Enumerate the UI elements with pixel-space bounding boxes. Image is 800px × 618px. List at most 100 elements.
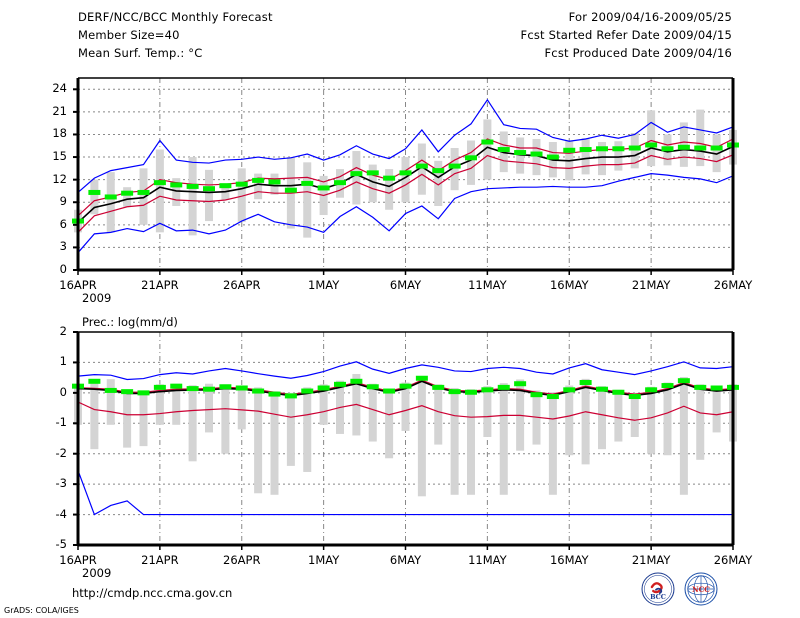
xtick-label: 26APR xyxy=(223,278,261,292)
ensemble-spread-bar xyxy=(581,378,590,465)
ensemble-spread-bar xyxy=(90,380,99,450)
ensemble-spread-bar xyxy=(696,109,705,167)
ensemble-spread-bar xyxy=(548,392,557,495)
ensemble-spread-bar xyxy=(172,383,181,425)
series-ensemble-max xyxy=(77,361,734,381)
ytick-label: 6 xyxy=(59,216,67,231)
precipitation-forecast xyxy=(72,331,739,550)
ensemble-spread-bar xyxy=(303,162,312,238)
ensemble-spread-bar xyxy=(123,389,132,448)
ensemble-spread-bar xyxy=(385,169,394,210)
ensemble-spread-bar xyxy=(106,379,115,425)
ytick-label: 3 xyxy=(59,239,67,254)
ensemble-spread-bar xyxy=(401,382,410,431)
xtick-label: 16APR xyxy=(59,278,97,292)
ytick-label: 0 xyxy=(59,262,67,276)
xtick-label: 21MAY xyxy=(631,553,671,567)
xtick-label: 21APR xyxy=(141,553,179,567)
ensemble-spread-bar xyxy=(630,392,639,437)
ytick-label: 12 xyxy=(52,171,67,186)
ensemble-spread-bar xyxy=(483,386,492,437)
ensemble-spread-bar xyxy=(106,172,115,233)
ytick-label: 2 xyxy=(59,324,67,338)
ensemble-spread-bar xyxy=(352,151,361,205)
series-ensemble-max xyxy=(77,98,734,193)
ensemble-spread-bar xyxy=(696,384,705,460)
ytick-label: -1 xyxy=(55,415,67,430)
ensemble-spread-bar xyxy=(303,387,312,472)
ensemble-spread-bar xyxy=(123,187,132,207)
xtick-label: 11MAY xyxy=(468,553,507,567)
ensemble-spread-bar xyxy=(679,377,688,495)
xtick-label: 6MAY xyxy=(389,278,422,292)
website-url[interactable]: http://cmdp.ncc.cma.gov.cn xyxy=(72,586,233,600)
xtick-label: 1MAY xyxy=(308,553,340,567)
surface-temperature-forecast xyxy=(72,77,739,275)
ensemble-spread-bar xyxy=(172,178,181,206)
ensemble-spread-bar xyxy=(434,384,443,445)
xtick-label: 16MAY xyxy=(549,278,589,292)
xtick-label: 6MAY xyxy=(389,553,422,567)
ytick-label: 24 xyxy=(52,81,67,96)
ensemble-spread-bar xyxy=(598,386,606,450)
chart-title: DERF/NCC/BCC Monthly Forecast xyxy=(78,10,273,24)
ensemble-spread-bar xyxy=(630,132,639,169)
ytick-label: 21 xyxy=(52,103,67,118)
temperature-unit-label: Mean Surf. Temp.: °C xyxy=(78,46,203,60)
ensemble-spread-bar xyxy=(483,119,492,180)
ensemble-spread-bar xyxy=(155,149,164,233)
member-size-label: Member Size=40 xyxy=(78,28,180,42)
ensemble-spread-bar xyxy=(254,173,263,200)
ytick-label: 1 xyxy=(59,354,67,369)
ensemble-spread-bar xyxy=(205,169,213,222)
ensemble-spread-bar xyxy=(467,389,475,495)
ensemble-spread-bar xyxy=(90,179,99,215)
bcc-logo: BCC xyxy=(641,572,675,606)
ensemble-spread-bar xyxy=(401,157,410,203)
ensemble-spread-bar xyxy=(581,138,590,175)
xtick-label: 11MAY xyxy=(468,278,507,292)
ensemble-spread-bar xyxy=(417,143,426,195)
fcst-produced-label: Fcst Produced Date 2009/04/16 xyxy=(544,46,732,60)
ensemble-spread-bar xyxy=(205,383,213,433)
ensemble-spread-bar xyxy=(254,387,263,494)
xtick-label: 26APR xyxy=(223,553,261,567)
ytick-label: 0 xyxy=(59,384,67,399)
year-label: 2009 xyxy=(82,566,112,580)
ensemble-spread-bar xyxy=(663,382,672,456)
ensemble-spread-bar xyxy=(385,389,394,459)
grads-credit: GrADS: COLA/IGES xyxy=(4,606,79,615)
ensemble-spread-bar xyxy=(139,391,148,447)
ensemble-spread-bar xyxy=(286,392,295,466)
ensemble-spread-bar xyxy=(237,168,246,222)
ensemble-spread-bar xyxy=(647,110,656,167)
ensemble-spread-bar xyxy=(565,385,574,456)
xtick-label: 21MAY xyxy=(631,278,671,292)
ensemble-spread-bar xyxy=(467,140,475,185)
series-ensemble-min xyxy=(77,470,733,516)
ensemble-spread-bar xyxy=(319,384,328,425)
ensemble-spread-bar xyxy=(155,384,164,425)
ytick-label: -4 xyxy=(55,506,67,521)
svg-text:BCC: BCC xyxy=(650,593,666,601)
ensemble-spread-bar xyxy=(679,122,688,167)
ensemble-spread-bar xyxy=(434,160,443,206)
ensemble-spread-bar xyxy=(647,386,656,454)
ytick-label: -3 xyxy=(55,476,67,491)
ensemble-spread-bar xyxy=(532,138,541,176)
ncc-logo: NCC xyxy=(684,572,718,606)
ensemble-spread-bar xyxy=(417,377,426,497)
ensemble-spread-bar xyxy=(139,168,148,225)
ensemble-spread-bar xyxy=(368,164,377,203)
ytick-label: -2 xyxy=(55,445,67,460)
series-lower-quartile xyxy=(77,154,734,233)
ensemble-spread-bar xyxy=(237,385,246,430)
ensemble-spread-bar xyxy=(450,148,459,191)
ensemble-spread-bar xyxy=(598,142,606,176)
series-ensemble-mean xyxy=(77,145,734,224)
series-lower-quartile xyxy=(77,401,734,421)
ytick-label: 15 xyxy=(52,149,67,164)
ytick-label: 18 xyxy=(52,126,67,141)
ytick-label: 9 xyxy=(59,194,67,209)
